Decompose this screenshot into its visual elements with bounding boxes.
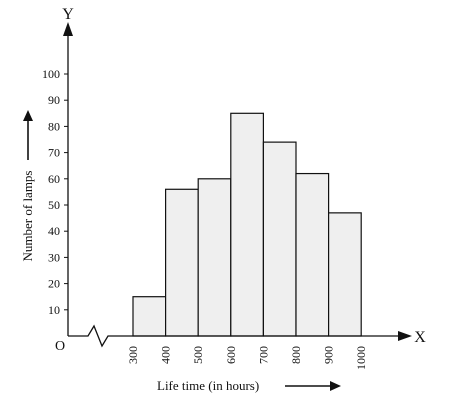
y-ticks-group: 10 20 30 40 50 60 70 80 90 100 <box>42 67 68 317</box>
y-tick-label-40: 40 <box>48 224 60 238</box>
y-tick-label-90: 90 <box>48 93 60 107</box>
histogram-bar-700-800 <box>262 141 297 337</box>
y-tick-label-30: 30 <box>48 250 60 264</box>
y-tick-label-100: 100 <box>42 67 60 81</box>
x-axis-title: Life time (in hours) <box>157 378 259 393</box>
y-tick-label-70: 70 <box>48 146 60 160</box>
x-tick-label-500: 500 <box>191 346 205 364</box>
y-tick-label-50: 50 <box>48 198 60 212</box>
x-tick-label-600: 600 <box>224 346 238 364</box>
x-label-arrow <box>285 381 341 391</box>
y-axis-letter: Y <box>62 6 74 23</box>
histogram-bar-500-600 <box>197 178 232 337</box>
x-axis-letter: X <box>414 329 426 346</box>
histogram-bar-400-500 <box>165 188 199 337</box>
bars-group <box>132 112 362 337</box>
origin-label: O <box>55 339 65 354</box>
y-tick-label-80: 80 <box>48 119 60 133</box>
x-tick-label-300: 300 <box>126 346 140 364</box>
x-ticks-group: 300 400 500 600 700 800 900 1000 <box>126 346 368 370</box>
x-tick-label-900: 900 <box>322 346 336 364</box>
y-tick-label-10: 10 <box>48 303 60 317</box>
histogram-bar-900-1000 <box>328 212 362 337</box>
y-tick-label-60: 60 <box>48 172 60 186</box>
y-axis-title: Number of lamps <box>20 171 35 262</box>
x-tick-label-800: 800 <box>289 346 303 364</box>
axes-group <box>63 22 412 348</box>
histogram-bar-800-900 <box>295 172 330 337</box>
y-label-arrow <box>23 110 33 160</box>
x-axis-line <box>68 324 402 348</box>
y-axis-arrowhead <box>63 22 73 36</box>
histogram-bar-300-400 <box>132 296 167 337</box>
x-axis-arrowhead <box>398 331 412 341</box>
x-tick-label-700: 700 <box>256 346 270 364</box>
y-tick-label-20: 20 <box>48 277 60 291</box>
histogram-bar-600-700 <box>230 112 265 337</box>
x-tick-label-400: 400 <box>159 346 173 364</box>
x-tick-label-1000: 1000 <box>354 346 368 370</box>
